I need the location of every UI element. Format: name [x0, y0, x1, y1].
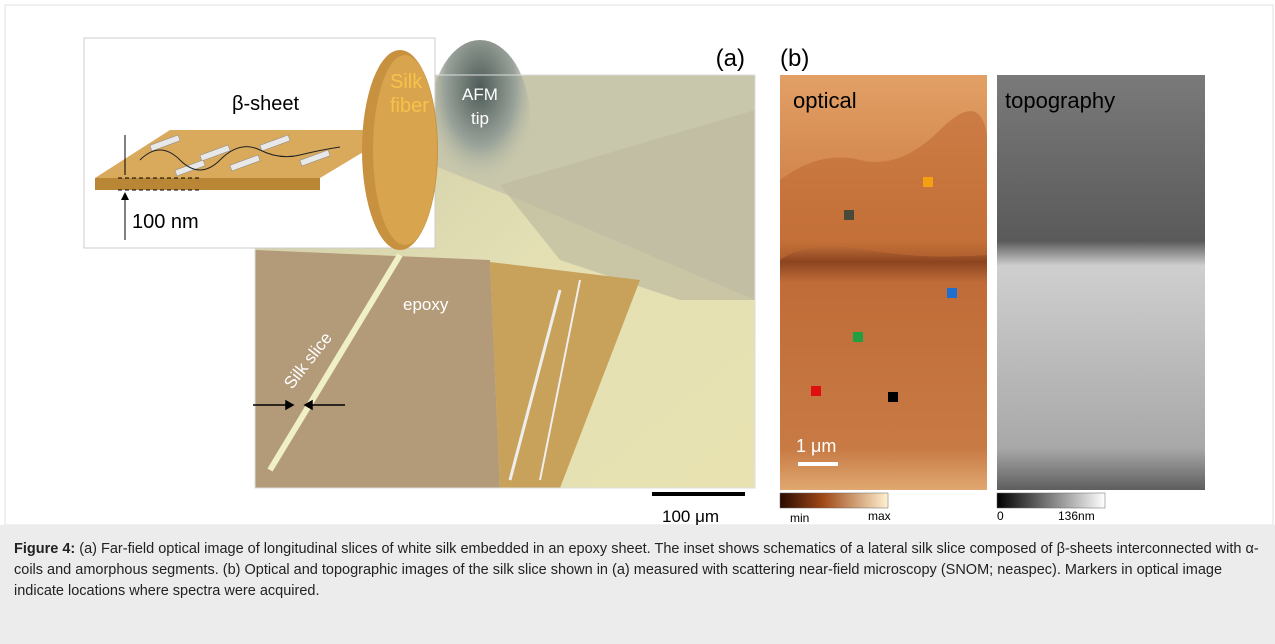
colorbar-label: max — [868, 509, 891, 523]
inset-label: 100 nm — [132, 211, 199, 233]
inset-label: fiber — [390, 95, 429, 117]
annotation: tip — [471, 109, 489, 128]
image-title: optical — [793, 88, 857, 113]
panel-label: (a) — [716, 45, 745, 72]
panel-label: (b) — [780, 45, 809, 72]
colorbar-label: 0 — [997, 509, 1004, 523]
colorbar — [997, 493, 1105, 508]
caption-label: Figure 4: — [14, 541, 75, 557]
figure: (a) AFM tip epoxy Silk slice 100 μm β-sh… — [0, 0, 1275, 525]
inset-label: β-sheet — [232, 93, 300, 115]
image-title: topography — [1005, 88, 1115, 113]
scale-label: 100 μm — [662, 507, 719, 525]
annotation: epoxy — [403, 295, 449, 314]
scale-label: 1 μm — [796, 436, 836, 456]
page: (a) AFM tip epoxy Silk slice 100 μm β-sh… — [0, 0, 1275, 644]
colorbar-label: min — [790, 511, 809, 525]
caption-text: (a) Far-field optical image of longitudi… — [14, 541, 1259, 599]
colorbar — [780, 493, 888, 508]
colorbar-label: 136nm — [1058, 509, 1095, 523]
topography-image — [997, 75, 1205, 490]
inset-label: Silk — [390, 71, 423, 93]
annotation: AFM — [462, 85, 498, 104]
caption: Figure 4: (a) Far-field optical image of… — [0, 525, 1275, 644]
